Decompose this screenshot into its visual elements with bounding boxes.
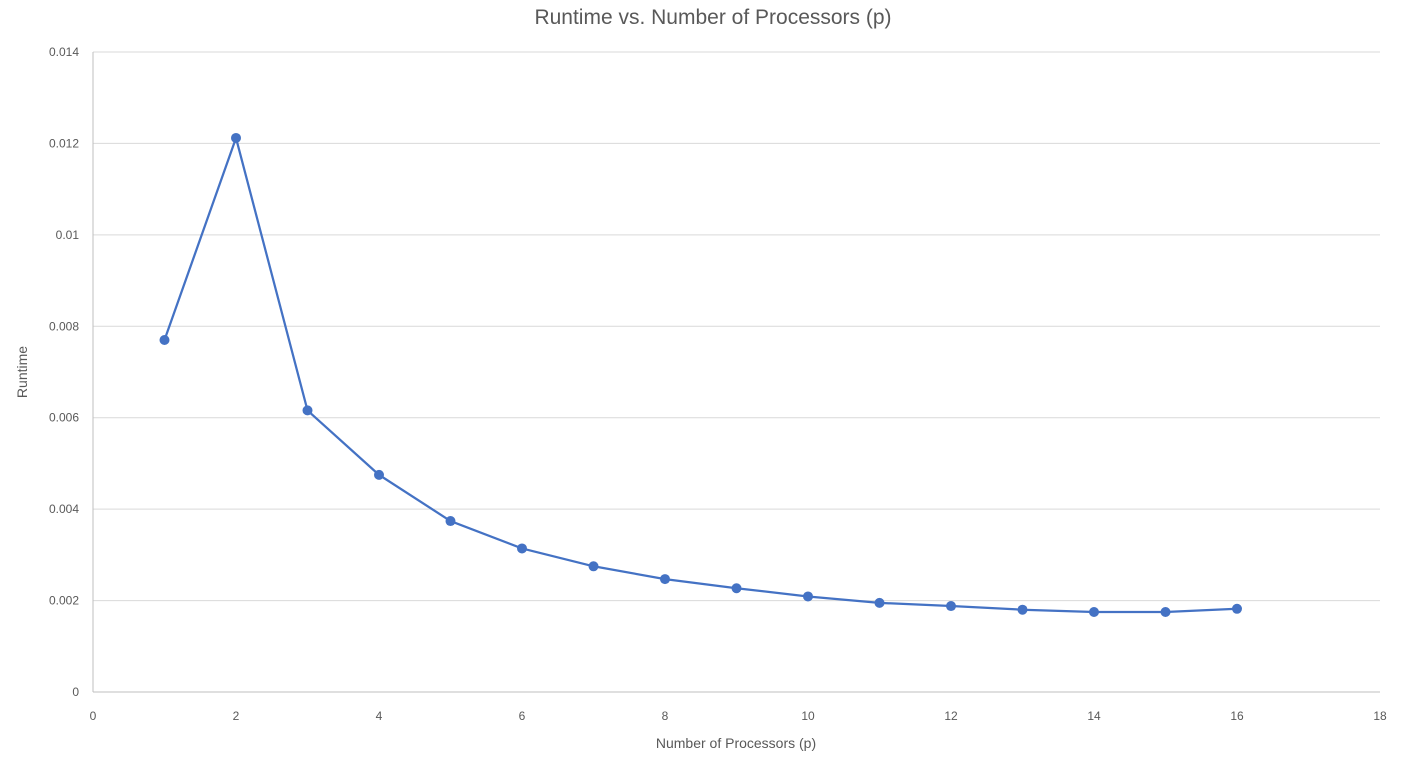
x-tick-label: 10 [801,709,815,723]
y-tick-label: 0 [72,685,79,699]
x-tick-label: 12 [944,709,958,723]
y-tick-label: 0.002 [49,594,79,608]
data-point [231,132,241,143]
data-point [1017,604,1028,615]
x-tick-label: 6 [519,709,526,723]
data-point [803,591,813,602]
y-tick-label: 0.014 [49,45,79,59]
data-point [1089,607,1099,617]
y-tick-label: 0.01 [56,228,80,242]
y-tick-label: 0.012 [49,136,79,150]
data-point [517,543,527,554]
x-tick-label: 18 [1373,709,1387,723]
x-tick-label: 8 [662,709,669,723]
x-tick-label: 0 [90,709,97,723]
y-tick-label: 0.004 [49,502,79,516]
data-point [731,583,742,594]
data-point [946,601,956,612]
grid-lines [93,51,1380,602]
data-point [588,561,599,572]
data-point [874,597,885,608]
series-line [163,136,1238,614]
x-tick-label: 2 [233,709,240,723]
y-tick-label: 0.008 [49,319,79,333]
x-tick-label: 14 [1087,709,1101,723]
data-point [1160,607,1171,617]
data-point [159,335,170,345]
x-axis-label: Number of Processors (p) [656,735,816,751]
data-point [1232,603,1242,614]
y-tick-labels: 0 0.002 0.004 0.006 0.008 0.01 0.012 0.014 [49,45,79,699]
chart-title: Runtime vs. Number of Processors (p) [534,6,891,29]
x-tick-label: 4 [376,709,383,723]
data-point [374,469,384,480]
series-runtime [159,132,1242,617]
y-axis-label: Runtime [14,346,30,398]
y-tick-label: 0.006 [49,411,79,425]
data-point [660,574,670,585]
axes [92,52,1380,693]
data-point [302,405,313,416]
data-point [445,516,456,527]
x-tick-labels: 0 2 4 6 8 10 12 14 16 18 [90,709,1387,723]
x-tick-label: 16 [1230,709,1244,723]
